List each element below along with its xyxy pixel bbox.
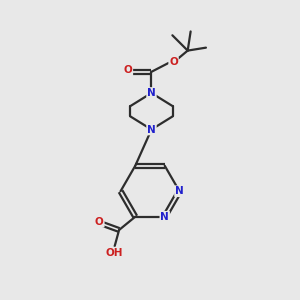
Text: O: O: [169, 57, 178, 68]
Text: N: N: [175, 186, 184, 196]
Text: OH: OH: [106, 248, 123, 258]
Text: N: N: [147, 88, 156, 98]
Text: O: O: [95, 217, 104, 227]
Text: O: O: [124, 65, 132, 75]
Text: N: N: [160, 212, 169, 222]
Text: N: N: [147, 124, 156, 134]
